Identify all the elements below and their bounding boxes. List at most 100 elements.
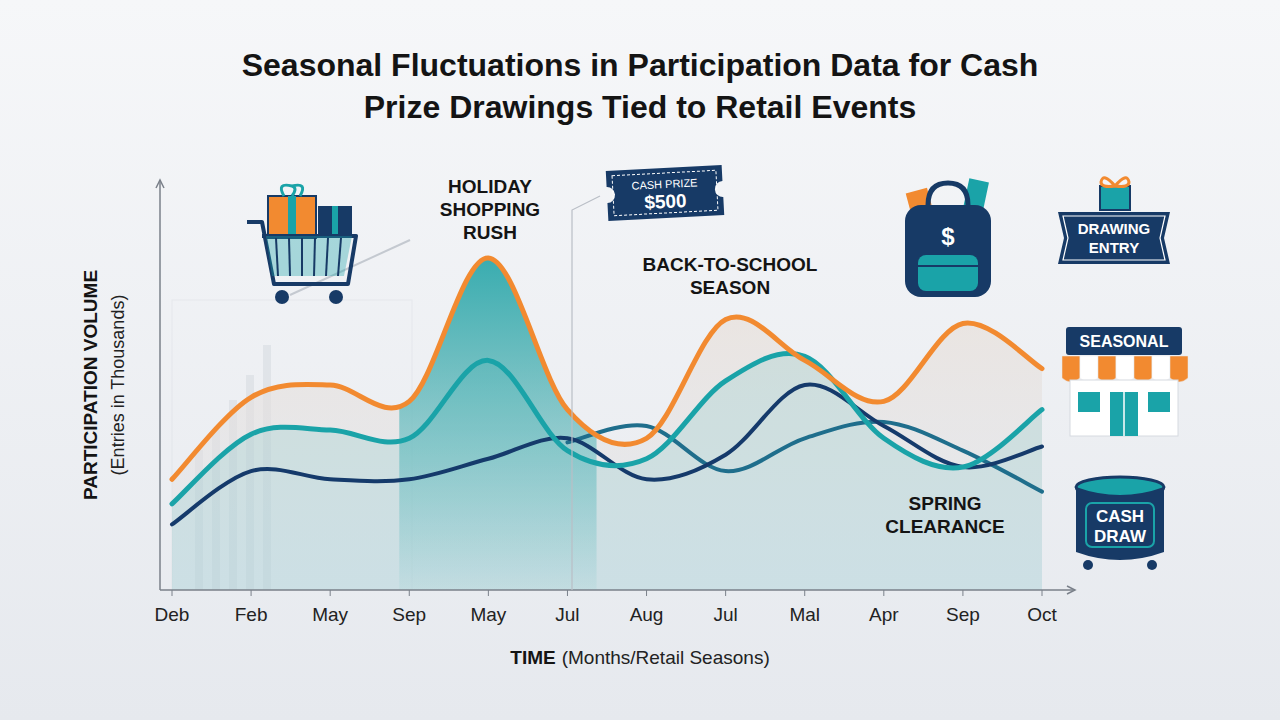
store-window xyxy=(1148,392,1170,412)
text-line: SEASON xyxy=(690,277,770,298)
gift-bow xyxy=(1101,178,1129,187)
store-awning xyxy=(1152,356,1170,382)
backpack-body xyxy=(905,205,991,297)
text-line: SHOPPING xyxy=(440,199,540,220)
backpack-handle xyxy=(928,183,968,205)
x-tick xyxy=(488,590,489,596)
store-icon: SEASONAL xyxy=(1062,327,1188,436)
x-tick xyxy=(883,590,884,596)
cart-wheel xyxy=(329,290,343,304)
store-awning xyxy=(1098,356,1116,382)
text-line: RUSH xyxy=(463,222,517,243)
area-fill xyxy=(172,354,1042,590)
cart-grid xyxy=(289,238,290,276)
banner-text: DRAWINGENTRY xyxy=(1078,220,1151,256)
backpack-zip xyxy=(918,265,978,267)
x-tick xyxy=(962,590,963,596)
series-line xyxy=(567,422,1042,492)
text-line: HOLIDAY xyxy=(448,176,532,197)
cart-grid xyxy=(276,238,278,276)
x-tick xyxy=(567,590,568,596)
cart-wheel xyxy=(275,290,289,304)
annotation: SPRINGCLEARANCE xyxy=(885,493,1004,537)
annotation: BACK-TO-SCHOOLSEASON xyxy=(643,254,818,298)
ticket-title: CASH PRIZE xyxy=(631,176,698,191)
x-tick-label: Sep xyxy=(946,604,980,625)
leader-line xyxy=(572,196,600,590)
drum-panel xyxy=(1086,503,1154,547)
store-sign-text: SEASONAL xyxy=(1080,333,1169,350)
x-tick-label: Mal xyxy=(789,604,820,625)
text-line: CASH xyxy=(1096,507,1144,526)
x-tick xyxy=(1042,590,1043,596)
x-tick-label: Jul xyxy=(713,604,737,625)
x-tick-label: Aug xyxy=(630,604,664,625)
cart-basket xyxy=(266,236,352,276)
drawing-entry-icon: DRAWINGENTRY xyxy=(1058,178,1170,264)
backpack-pocket xyxy=(918,255,978,291)
banner xyxy=(1058,212,1170,264)
area-fill-highlight xyxy=(399,258,596,590)
x-tick xyxy=(804,590,805,596)
chart-root: Seasonal Fluctuations in Participation D… xyxy=(0,0,1280,720)
x-axis-title-sub: (Months/Retail Seasons) xyxy=(562,647,770,668)
gift xyxy=(318,206,352,238)
x-tick-label: May xyxy=(470,604,506,625)
drum-icon: CASHDRAW xyxy=(1076,477,1164,570)
gift xyxy=(268,196,316,238)
y-axis-subtitle: (Entries in Thousands) xyxy=(108,295,128,476)
x-tick-label: May xyxy=(312,604,348,625)
x-axis-title-main: TIME xyxy=(510,647,555,668)
x-tick xyxy=(725,590,726,596)
gift-bow xyxy=(281,185,302,196)
ticket-icon: CASH PRIZE$500 xyxy=(606,165,724,221)
x-axis-line xyxy=(160,589,1075,591)
x-tick-label: Jul xyxy=(555,604,579,625)
cart-frame xyxy=(247,222,356,284)
drum-body xyxy=(1076,487,1164,560)
x-tick-label: Apr xyxy=(869,604,899,625)
gift-ribbon xyxy=(332,206,338,238)
drum-wheel xyxy=(1147,560,1157,570)
x-tick-label: Feb xyxy=(235,604,268,625)
store-awning xyxy=(1062,356,1080,382)
x-tick xyxy=(330,590,331,596)
backpack-symbol: $ xyxy=(941,223,955,250)
x-tick-label: Deb xyxy=(155,604,190,625)
text-line: BACK-TO-SCHOOL xyxy=(643,254,818,275)
cart-grid xyxy=(301,238,303,276)
x-axis-arrow xyxy=(1067,586,1075,594)
ticket-amount: $500 xyxy=(644,190,687,213)
text-line: DRAW xyxy=(1094,527,1147,546)
x-tick xyxy=(172,590,173,596)
text-line: SPRING xyxy=(909,493,982,514)
cart-grid xyxy=(314,238,315,276)
area-fill xyxy=(172,258,1042,590)
ticket-shape xyxy=(606,165,724,221)
text-line: Prize Drawings Tied to Retail Events xyxy=(364,89,916,125)
x-tick-label: Sep xyxy=(392,604,426,625)
text-line: DRAWING xyxy=(1078,220,1151,237)
backpack-icon: $ xyxy=(905,178,991,297)
cart-grid xyxy=(326,238,328,276)
banner-border xyxy=(1063,216,1165,260)
text-line: Seasonal Fluctuations in Participation D… xyxy=(242,47,1039,83)
store-awning xyxy=(1116,356,1134,382)
cart-icon xyxy=(247,185,410,304)
axes: DebFebMaySepMayJulAugJulMalAprSepOct xyxy=(155,180,1075,625)
annotation: HOLIDAYSHOPPINGRUSH xyxy=(440,176,540,243)
store-door xyxy=(1110,392,1138,436)
plot-area xyxy=(172,258,1042,590)
x-tick xyxy=(646,590,647,596)
highlight-band xyxy=(399,258,596,590)
drum-text: CASHDRAW xyxy=(1094,507,1147,546)
store-wall xyxy=(1070,380,1178,436)
x-tick xyxy=(251,590,252,596)
text-line: CLEARANCE xyxy=(885,516,1004,537)
store-door-split xyxy=(1123,392,1125,436)
store-awning xyxy=(1170,356,1188,382)
y-axis-line xyxy=(159,180,161,590)
y-axis-title: PARTICIPATION VOLUME xyxy=(80,270,101,500)
drum-wheel xyxy=(1083,560,1093,570)
background xyxy=(0,0,1280,720)
